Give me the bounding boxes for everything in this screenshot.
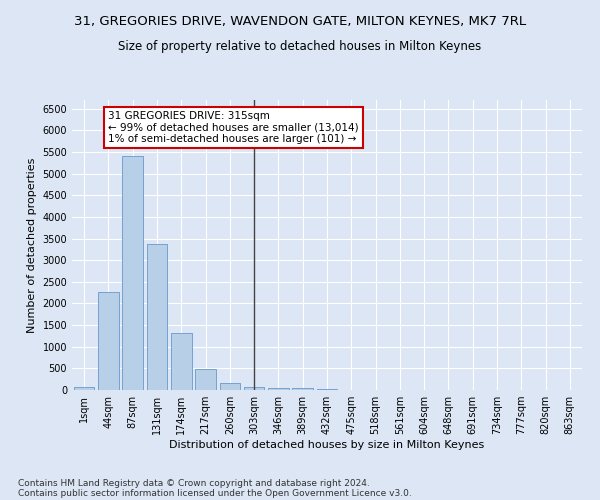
Text: 31, GREGORIES DRIVE, WAVENDON GATE, MILTON KEYNES, MK7 7RL: 31, GREGORIES DRIVE, WAVENDON GATE, MILT… — [74, 15, 526, 28]
Text: 31 GREGORIES DRIVE: 315sqm
← 99% of detached houses are smaller (13,014)
1% of s: 31 GREGORIES DRIVE: 315sqm ← 99% of deta… — [109, 111, 359, 144]
Text: Contains public sector information licensed under the Open Government Licence v3: Contains public sector information licen… — [18, 488, 412, 498]
Bar — [171, 334, 191, 390]
Text: Contains HM Land Registry data © Crown copyright and database right 2024.: Contains HM Land Registry data © Crown c… — [18, 478, 370, 488]
Bar — [244, 386, 265, 390]
Bar — [122, 156, 143, 390]
Bar — [98, 292, 119, 390]
Bar — [220, 383, 240, 390]
X-axis label: Distribution of detached houses by size in Milton Keynes: Distribution of detached houses by size … — [169, 440, 485, 450]
Bar — [74, 387, 94, 390]
Bar — [146, 244, 167, 390]
Y-axis label: Number of detached properties: Number of detached properties — [27, 158, 37, 332]
Text: Size of property relative to detached houses in Milton Keynes: Size of property relative to detached ho… — [118, 40, 482, 53]
Bar — [268, 388, 289, 390]
Bar — [292, 388, 313, 390]
Bar — [195, 369, 216, 390]
